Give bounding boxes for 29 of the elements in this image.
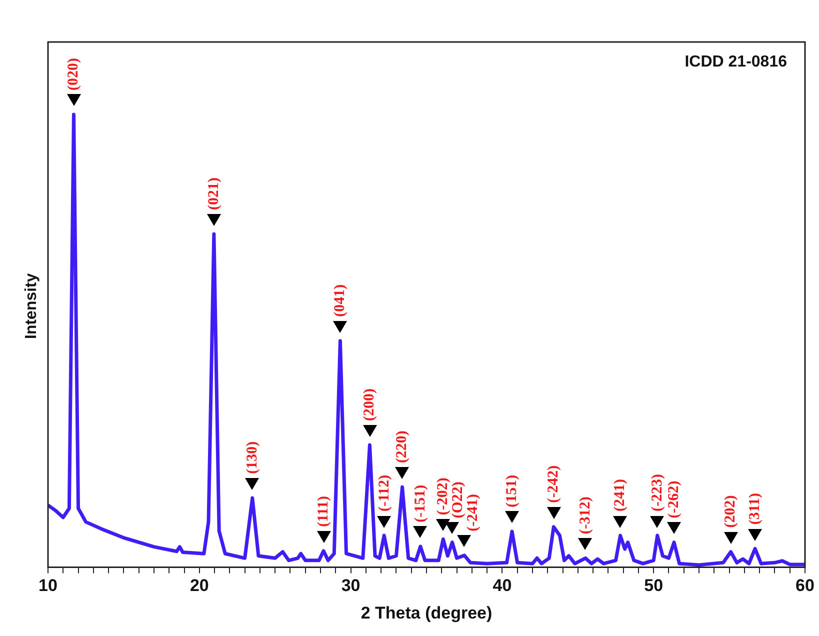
- x-tick-label: 30: [341, 576, 360, 596]
- annotation: (151): [504, 474, 520, 508]
- annotation: (-312): [577, 496, 594, 534]
- annotation: (-202): [435, 478, 452, 516]
- annotation: (220): [394, 430, 410, 464]
- annotation: (041): [332, 284, 348, 317]
- x-tick-label: 60: [796, 576, 814, 596]
- annotation: (O22): [450, 482, 466, 518]
- y-axis-title: Intensity: [23, 273, 41, 339]
- annotation: (200): [362, 388, 378, 421]
- annotation: (-262): [666, 480, 682, 518]
- annotation: (-151): [412, 484, 428, 522]
- annotation: (-112): [376, 474, 393, 512]
- annotation: (021): [206, 177, 222, 210]
- annotation: (130): [244, 441, 260, 474]
- x-tick-label: 40: [492, 576, 512, 596]
- annotation: (-242): [546, 465, 562, 503]
- annotation: (311): [746, 492, 763, 525]
- x-tick-label: 50: [644, 576, 664, 596]
- text: ICDD 21-0816: [684, 53, 788, 70]
- annotation: (-223): [649, 474, 666, 512]
- annotation: (-241): [465, 494, 482, 532]
- x-tick-label: 10: [38, 576, 58, 596]
- annotation: (020): [66, 58, 82, 90]
- annotation: (111): [315, 496, 332, 527]
- x-axis-title: 2 Theta (degree): [360, 603, 492, 622]
- annotation: (241): [612, 479, 628, 512]
- annotation: (202): [722, 495, 739, 528]
- x-tick-label: 20: [190, 576, 209, 596]
